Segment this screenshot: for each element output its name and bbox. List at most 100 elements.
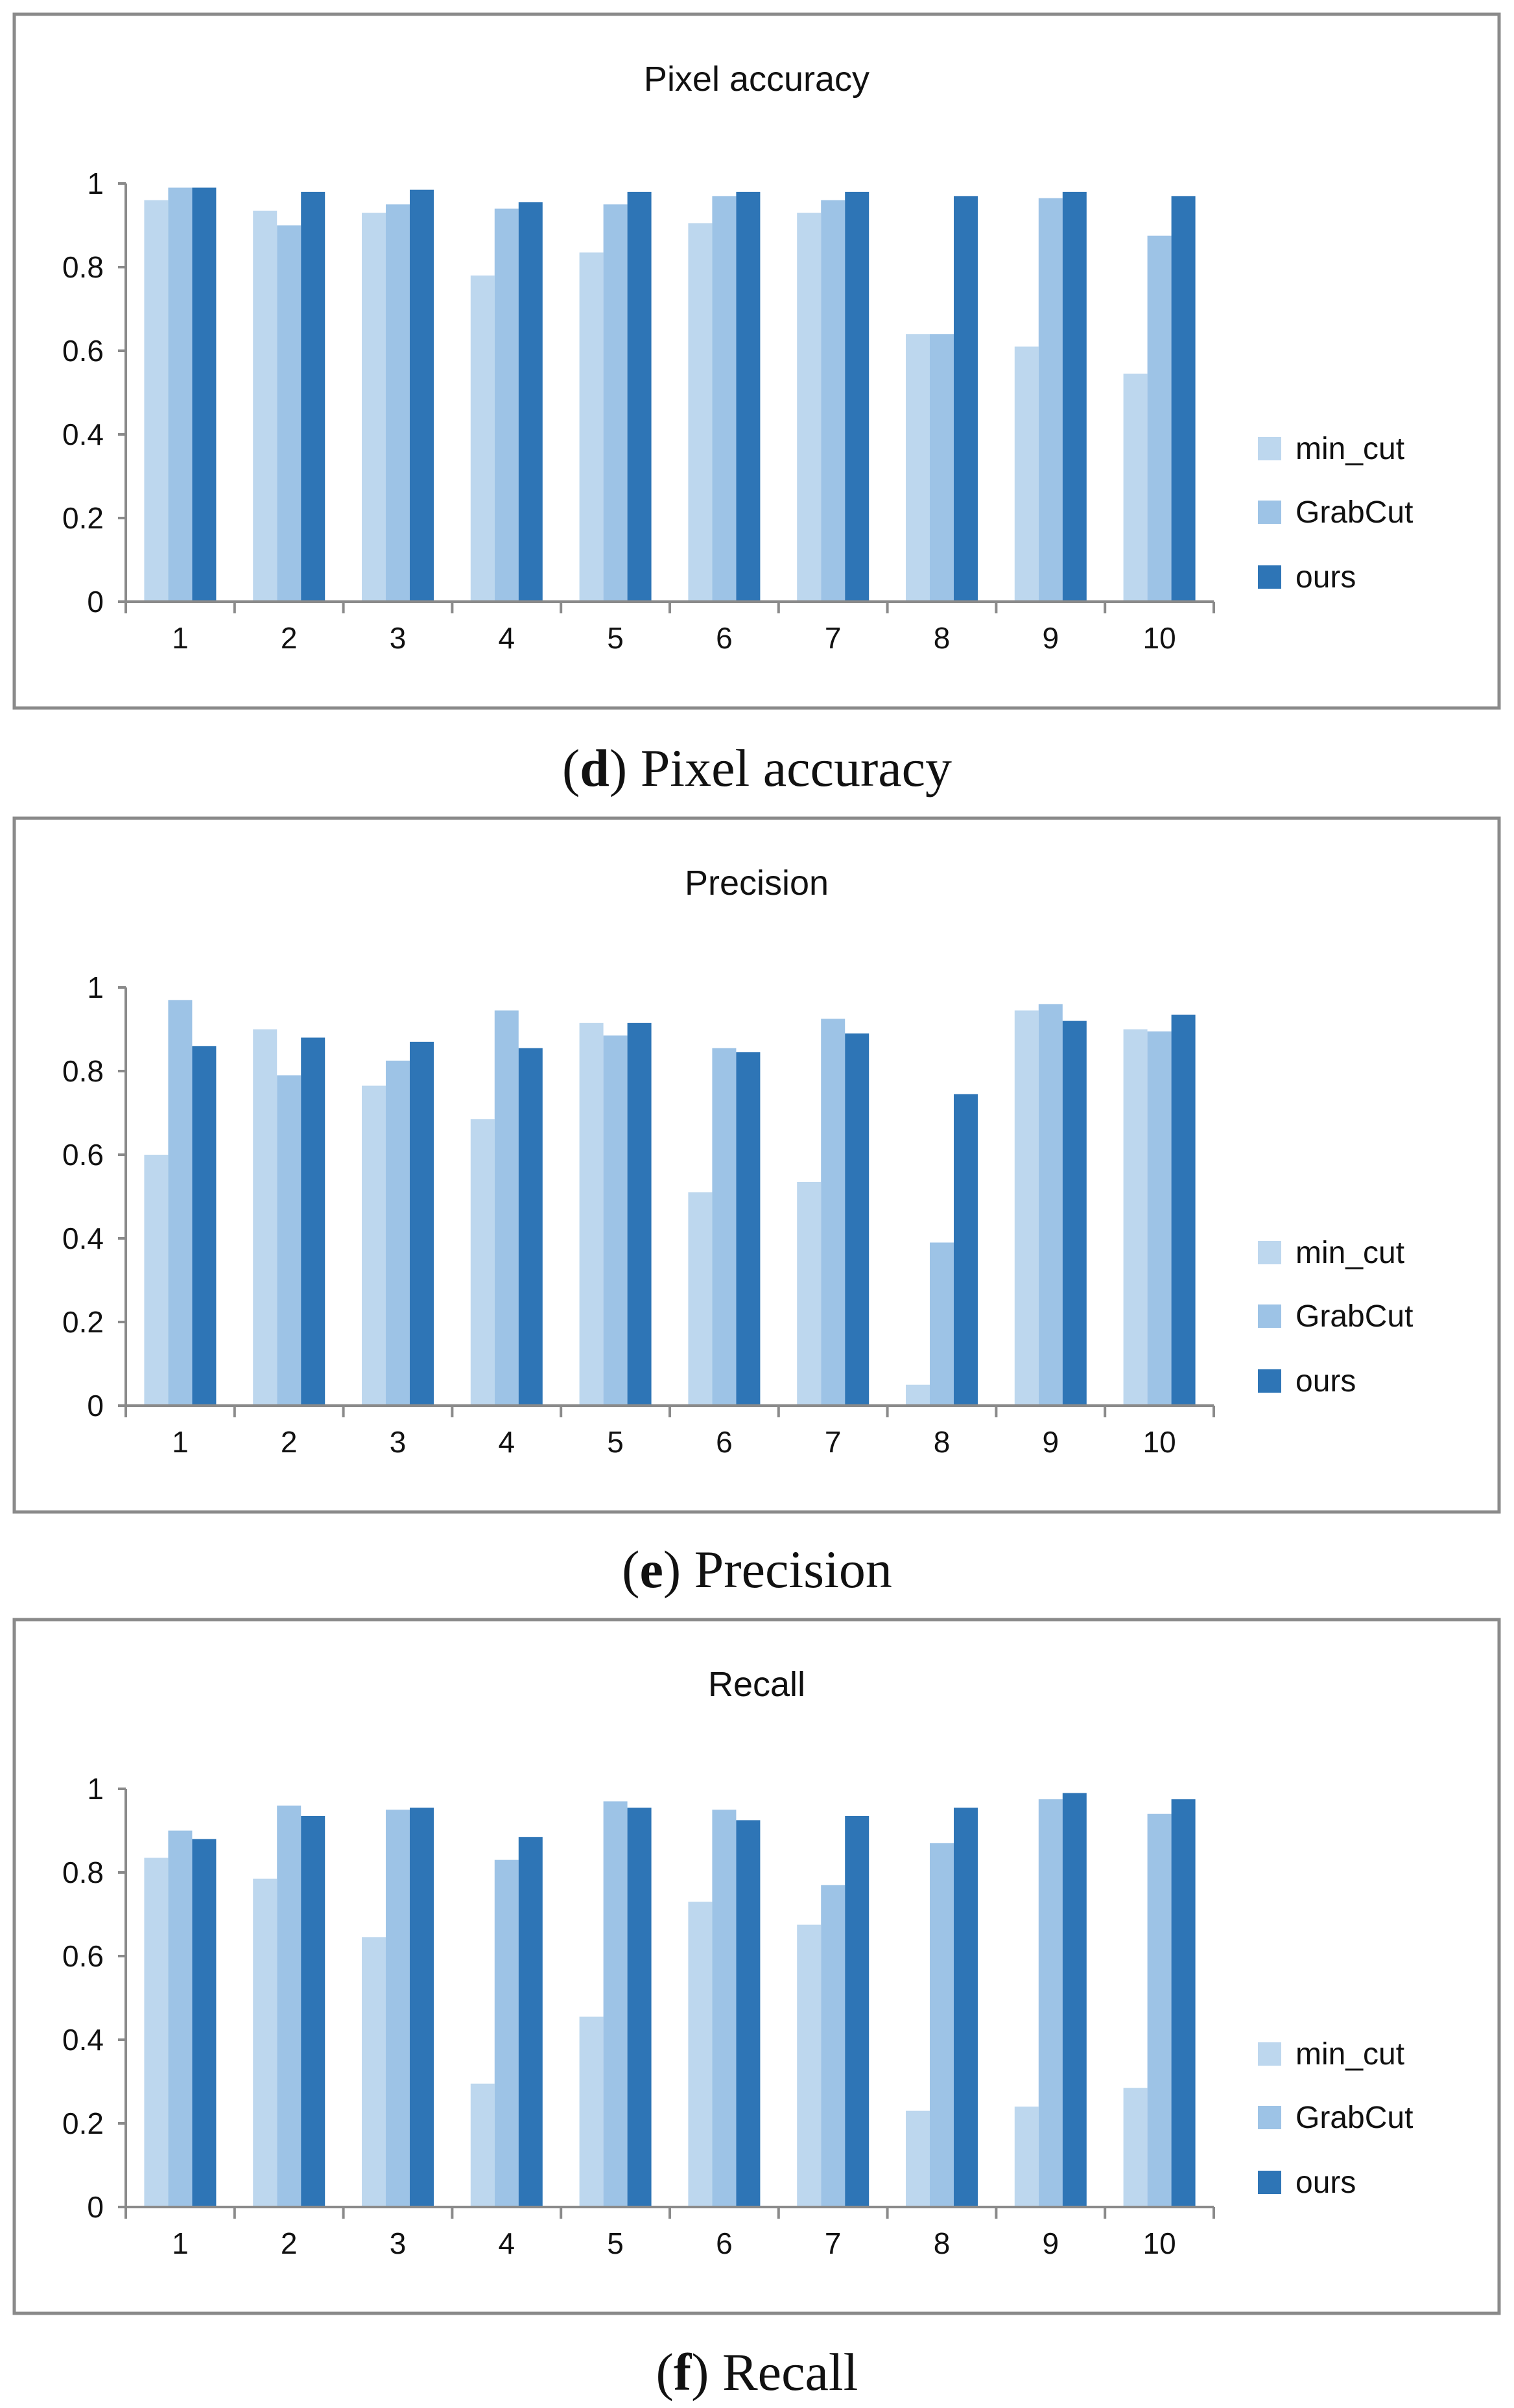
- legend-label-grabcut: GrabCut: [1295, 1299, 1413, 1334]
- bar-ours-8: [954, 1094, 978, 1406]
- bar-ours-4: [518, 1837, 543, 2207]
- y-tick-label: 0.6: [62, 334, 104, 368]
- bar-grabcut-4: [494, 1010, 519, 1406]
- bar-ours-9: [1062, 191, 1087, 602]
- x-tick-label: 7: [825, 621, 842, 655]
- bar-ours-1: [192, 1046, 217, 1406]
- bar-min_cut-6: [688, 1192, 713, 1406]
- bar-grabcut-4: [494, 1859, 519, 2207]
- bar-ours-4: [518, 1048, 543, 1406]
- caption-text: Precision: [694, 1540, 892, 1599]
- x-tick-label: 2: [281, 1425, 298, 1459]
- bar-min_cut-3: [362, 1085, 386, 1406]
- x-tick-label: 4: [499, 1425, 515, 1459]
- bar-grabcut-3: [386, 204, 410, 602]
- bar-ours-2: [301, 191, 325, 602]
- x-tick-label: 10: [1143, 2226, 1176, 2260]
- x-tick-label: 9: [1043, 2226, 1059, 2260]
- bar-ours-6: [736, 191, 761, 602]
- bar-ours-7: [845, 191, 869, 602]
- bar-ours-9: [1062, 1793, 1087, 2207]
- bar-ours-5: [627, 1022, 652, 1406]
- bar-ours-2: [301, 1815, 325, 2207]
- chart-svg: Recall 0 0.2 0.4 0.6 0.8 1 1 2 3 4 5 6 7 8 9 10 min_cut Gr…: [12, 1618, 1501, 2315]
- bar-min_cut-7: [797, 213, 822, 602]
- y-tick-label: 0.2: [62, 1305, 104, 1339]
- bar-ours-1: [192, 1839, 217, 2207]
- x-tick-label: 3: [390, 2226, 407, 2260]
- x-tick-label: 5: [607, 621, 624, 655]
- legend-label-ours: ours: [1295, 560, 1356, 595]
- y-tick-label: 0: [87, 1389, 104, 1422]
- bar-ours-6: [736, 1820, 761, 2207]
- bar-grabcut-2: [277, 1805, 302, 2207]
- y-tick-label: 0.8: [62, 1054, 104, 1088]
- x-tick-label: 3: [390, 621, 407, 655]
- y-tick-label: 0.6: [62, 1939, 104, 1973]
- bar-min_cut-8: [906, 334, 930, 602]
- x-tick-label: 3: [390, 1425, 407, 1459]
- y-tick-label: 0.4: [62, 1222, 104, 1255]
- bar-grabcut-5: [603, 204, 628, 602]
- chart-title: Precision: [685, 864, 829, 903]
- bar-grabcut-7: [821, 200, 846, 602]
- bar-min_cut-9: [1014, 1010, 1039, 1406]
- y-tick-label: 1: [87, 1772, 104, 1806]
- bar-min_cut-2: [253, 1029, 278, 1406]
- bar-grabcut-10: [1147, 235, 1172, 602]
- y-tick-label: 0.2: [62, 501, 104, 535]
- bar-grabcut-6: [712, 1048, 737, 1406]
- y-tick-label: 0.2: [62, 2107, 104, 2140]
- x-tick-label: 8: [934, 1425, 951, 1459]
- y-tick-label: 0.8: [62, 250, 104, 284]
- bar-grabcut-5: [603, 1035, 628, 1406]
- y-tick-label: 1: [87, 971, 104, 1004]
- y-tick-label: 0: [87, 585, 104, 619]
- caption-precision: (e) Precision: [622, 1540, 892, 1599]
- x-tick-label: 5: [607, 1425, 624, 1459]
- bar-min_cut-2: [253, 210, 278, 602]
- bar-ours-10: [1171, 1799, 1196, 2207]
- x-tick-label: 6: [716, 1425, 733, 1459]
- bar-min_cut-5: [579, 2016, 604, 2207]
- legend-label-ours: ours: [1295, 1364, 1356, 1399]
- caption-text: Recall: [722, 2343, 858, 2402]
- x-tick-label: 8: [934, 2226, 951, 2260]
- chart-title: Pixel accuracy: [644, 60, 869, 99]
- bar-min_cut-5: [579, 252, 604, 602]
- y-tick-label: 0: [87, 2190, 104, 2224]
- bar-min_cut-3: [362, 1937, 386, 2207]
- legend-label-min_cut: min_cut: [1295, 1236, 1404, 1270]
- legend-label-grabcut: GrabCut: [1295, 2101, 1413, 2135]
- bar-ours-10: [1171, 1014, 1196, 1406]
- bar-ours-4: [518, 202, 543, 602]
- y-tick-label: 0.8: [62, 1856, 104, 1889]
- x-tick-label: 4: [499, 621, 515, 655]
- bar-min_cut-7: [797, 1181, 822, 1406]
- caption-pixel-accuracy: (d) Pixel accuracy: [562, 738, 952, 797]
- bar-ours-2: [301, 1037, 325, 1406]
- legend-swatch-min_cut: [1258, 2042, 1281, 2066]
- bar-ours-7: [845, 1815, 869, 2207]
- bar-grabcut-2: [277, 1075, 302, 1406]
- bar-grabcut-10: [1147, 1031, 1172, 1406]
- x-tick-label: 6: [716, 2226, 733, 2260]
- bar-min_cut-10: [1123, 2088, 1148, 2207]
- bar-ours-6: [736, 1052, 761, 1406]
- legend-swatch-ours: [1258, 2171, 1281, 2194]
- bar-grabcut-1: [168, 187, 193, 602]
- bar-ours-10: [1171, 196, 1196, 602]
- bar-min_cut-6: [688, 223, 713, 602]
- legend-label-min_cut: min_cut: [1295, 432, 1404, 466]
- chart-svg: Precision 0 0.2 0.4 0.6 0.8 1 1 2 3 4 5 6 7 8 9 10 min_cu…: [12, 816, 1501, 1514]
- legend-label-grabcut: GrabCut: [1295, 495, 1413, 530]
- bar-min_cut-4: [470, 1119, 495, 1406]
- bar-grabcut-7: [821, 1019, 846, 1406]
- x-tick-label: 2: [281, 621, 298, 655]
- bar-grabcut-1: [168, 1830, 193, 2207]
- bar-min_cut-10: [1123, 373, 1148, 602]
- y-tick-label: 0.6: [62, 1138, 104, 1172]
- legend-swatch-grabcut: [1258, 1304, 1281, 1328]
- bar-min_cut-1: [144, 1858, 169, 2207]
- x-tick-label: 1: [172, 1425, 189, 1459]
